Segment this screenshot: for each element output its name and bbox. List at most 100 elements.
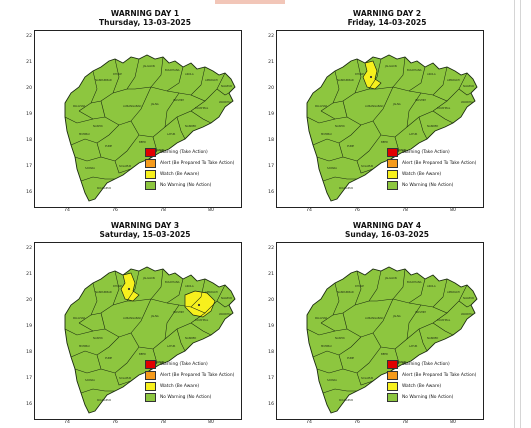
district-label: PALGHAR [73,104,85,108]
watch-marker [197,303,201,307]
legend-label: Watch (Be Aware) [160,384,200,389]
legend-item: No Warning (No Action) [387,392,476,403]
district-boundary [164,92,180,128]
district-label: JALGAON [384,64,397,68]
x-tick-label: 76 [112,420,118,425]
district-boundary [78,282,98,324]
legend-item: Warning (Take Action) [145,359,234,370]
legend-label: Watch (Be Aware) [160,172,200,177]
district-label: BULDHANA [165,68,180,72]
y-tick-label: 17 [268,376,274,381]
x-tick-label: 78 [402,420,408,425]
district-label: LATUR [167,344,176,348]
legend-item: Watch (Be Aware) [387,169,476,180]
legend-label: Watch (Be Aware) [402,384,442,389]
district-label: SATARA [85,378,95,382]
district-label: JALGAON [384,276,397,280]
legend: Warning (Take Action) Alert (Be Prepared … [387,147,476,191]
legend-swatch [145,393,156,402]
district-boundary [80,388,115,394]
legend-swatch [387,159,398,168]
district-label: PALGHAR [315,104,327,108]
legend: Warning (Take Action) Alert (Be Prepared … [387,359,476,403]
district-boundary [458,300,472,308]
y-tick-label: 22 [268,34,274,39]
district-label: MUMBAI [321,344,332,348]
warning-map-day-2: WARNING DAY 2 Friday, 14-03-2025 22 21 20 19 1… [262,9,512,213]
district-label: BULDHANA [407,280,422,284]
district-label: WASHIM [173,310,184,314]
district-boundary [74,368,102,374]
district-label: WARDHA [461,100,473,104]
district-label: KOLHAPUR [339,186,353,190]
y-tick-label: 18 [26,138,32,143]
district-label: JALNA [150,314,159,318]
y-tick-label: 16 [26,190,32,195]
district-label: NASHIK [93,336,103,340]
district-boundary [432,284,468,314]
district-label: AMRAVATI [205,290,218,294]
district-label: YAVATMAL [195,106,209,110]
district-label: NAGPUR [463,296,474,300]
legend-item: Watch (Be Aware) [145,169,234,180]
district-label: YAVATMAL [195,318,209,322]
district-label: PALGHAR [315,316,327,320]
x-tick-label: 74 [306,208,312,213]
panel-date: Thursday, 13-03-2025 [99,17,191,27]
state-region-no-warning [306,54,478,202]
district-boundary [64,328,94,336]
district-label: NANDURBAR [95,290,112,294]
page-edge-rule-2 [520,0,521,428]
legend-swatch [145,148,156,157]
district-boundary [458,88,472,96]
district-label: JALNA [150,102,159,106]
x-tick-label: 78 [160,208,166,213]
district-boundary [190,72,226,102]
panel-date: Saturday, 15-03-2025 [99,229,191,239]
y-tick-label: 16 [26,402,32,407]
watch-marker [127,287,131,291]
legend-item: No Warning (No Action) [387,180,476,191]
district-boundary [392,278,426,304]
district-label: NANDED [185,124,196,128]
legend-item: Alert (Be Prepared To Take Action) [145,158,234,169]
district-label: NAGPUR [221,84,232,88]
legend-label: No Warning (No Action) [402,395,454,400]
legend-swatch [387,371,398,380]
x-tick-label: 78 [402,208,408,213]
y-tick-label: 17 [268,164,274,169]
district-boundary [150,278,184,304]
legend-swatch [145,181,156,190]
district-label: NAGPUR [463,84,474,88]
panel-title: WARNING DAY 2 [352,9,422,18]
y-tick-label: 17 [26,164,32,169]
district-boundary [418,116,428,140]
district-label: JALGAON [142,276,155,280]
district-label: NANDED [427,336,438,340]
x-tick-label: 74 [64,208,70,213]
legend-label: Warning (Take Action) [402,150,450,155]
y-tick-label: 22 [26,246,32,251]
district-label: NANDURBAR [95,78,112,82]
district-boundary [114,372,132,386]
legend-item: Watch (Be Aware) [387,381,476,392]
district-label: WARDHA [219,100,231,104]
y-tick-label: 18 [268,350,274,355]
legend-label: Alert (Be Prepared To Take Action) [402,373,477,378]
district-label: BEED [381,140,388,144]
y-tick-label: 19 [26,112,32,117]
district-label: AURANGABAD [365,316,383,320]
district-label: NASHIK [335,336,345,340]
x-tick-label: 80 [450,420,456,425]
legend-swatch [145,360,156,369]
district-label: MUMBAI [79,132,90,136]
district-boundary [190,110,212,124]
district-label: DHULE [355,284,364,288]
legend: Warning (Take Action) Alert (Be Prepared … [145,359,234,403]
legend-item: No Warning (No Action) [145,392,234,403]
district-boundary [306,328,336,336]
district-label: YAVATMAL [437,106,451,110]
district-boundary [354,270,382,306]
